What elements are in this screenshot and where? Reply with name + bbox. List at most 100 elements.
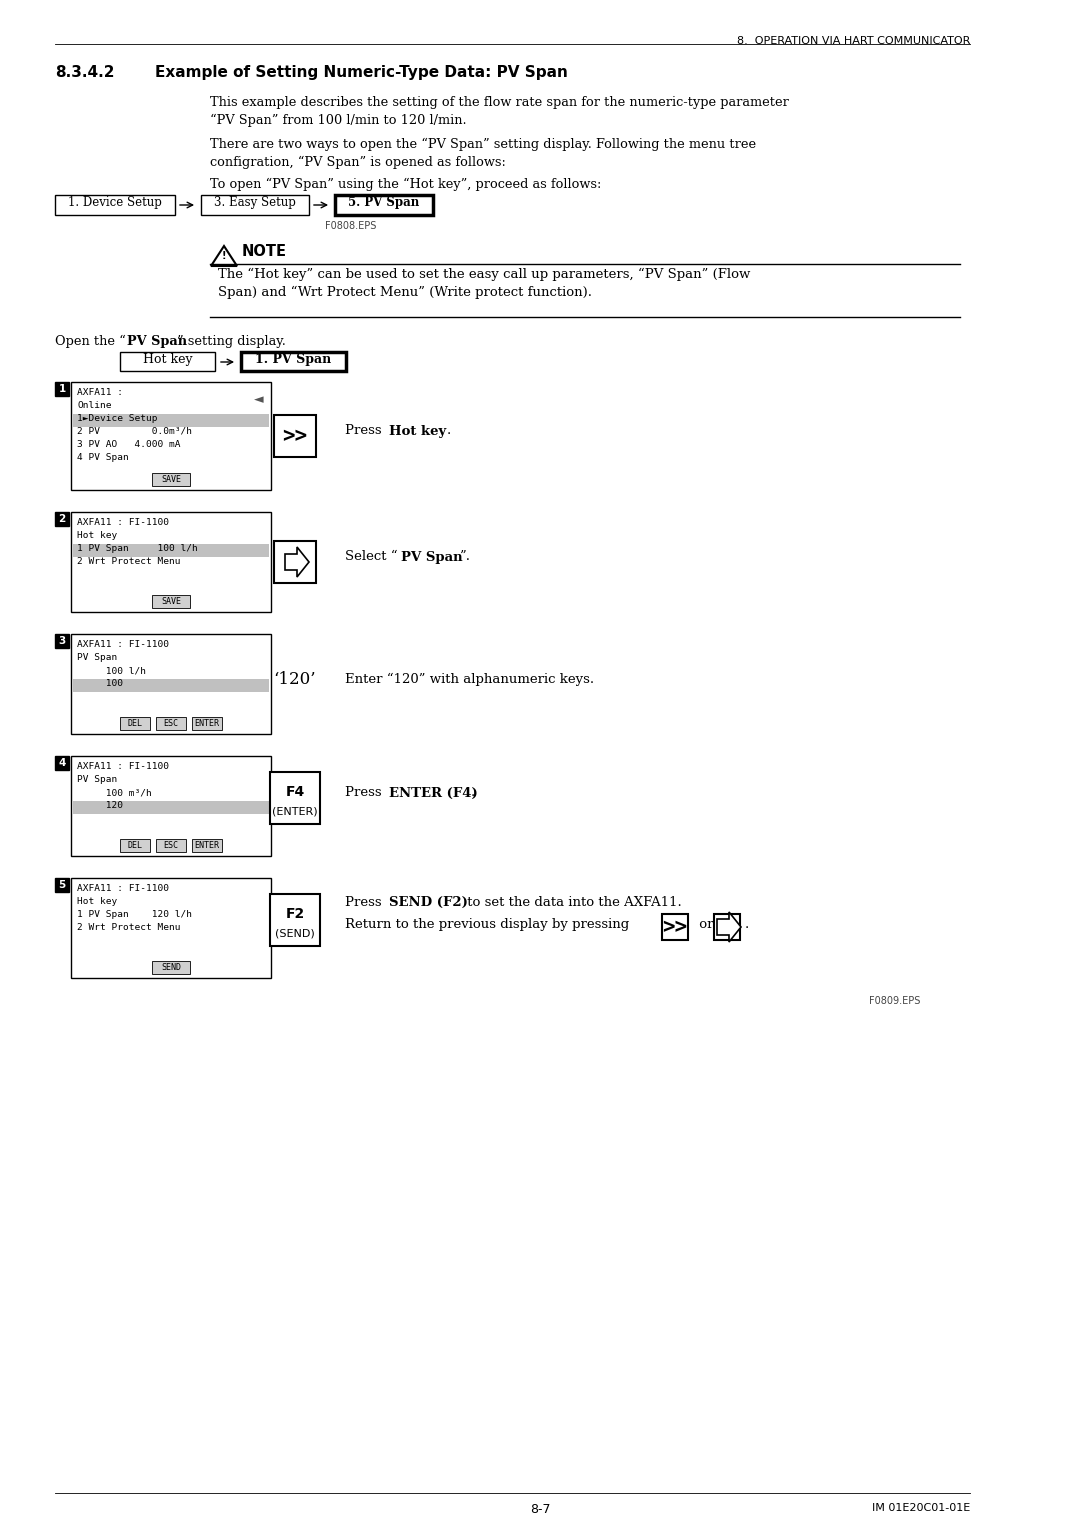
Text: 8-7: 8-7 (530, 1504, 550, 1516)
Text: Press: Press (345, 895, 386, 909)
Bar (71, 512, 271, 613)
Text: 2 Wrt Protect Menu: 2 Wrt Protect Menu (77, 558, 180, 565)
Text: 100 m³/h: 100 m³/h (77, 788, 152, 798)
Text: 2: 2 (58, 513, 66, 524)
Text: IM 01E20C01-01E: IM 01E20C01-01E (872, 1504, 970, 1513)
Polygon shape (211, 246, 237, 266)
Text: >>: >> (282, 426, 308, 446)
Text: 1. PV Span: 1. PV Span (255, 353, 332, 367)
Text: ”.: ”. (459, 550, 470, 564)
Text: Hot key: Hot key (143, 353, 192, 367)
Text: ‘120’: ‘120’ (273, 671, 316, 688)
Text: 120: 120 (77, 801, 123, 810)
Text: or: or (696, 918, 718, 931)
Text: Return to the previous display by pressing: Return to the previous display by pressi… (345, 918, 630, 931)
Text: AXFA11 : FI-1100: AXFA11 : FI-1100 (77, 762, 168, 772)
Text: Press: Press (345, 787, 386, 799)
Text: ◄: ◄ (254, 393, 264, 406)
Text: Hot key: Hot key (389, 425, 446, 437)
Text: 1 PV Span    120 l/h: 1 PV Span 120 l/h (77, 911, 192, 918)
Bar (55, 196, 175, 215)
Bar (120, 717, 150, 730)
Text: configration, “PV Span” is opened as follows:: configration, “PV Span” is opened as fol… (210, 156, 505, 170)
Text: 100 l/h: 100 l/h (77, 666, 146, 675)
Text: (SEND): (SEND) (275, 929, 315, 940)
Text: (ENTER): (ENTER) (272, 807, 318, 817)
Text: This example describes the setting of the flow rate span for the numeric-type pa: This example describes the setting of th… (210, 96, 788, 108)
Text: SEND (F2): SEND (F2) (389, 895, 468, 909)
Bar (152, 474, 190, 486)
Text: ESC: ESC (163, 840, 178, 850)
Text: !: ! (221, 251, 226, 261)
Bar (662, 914, 688, 940)
Text: NOTE: NOTE (242, 244, 287, 260)
Text: AXFA11 : FI-1100: AXFA11 : FI-1100 (77, 885, 168, 892)
Polygon shape (717, 912, 741, 941)
Bar (156, 839, 186, 853)
Text: “PV Span” from 100 l/min to 120 l/min.: “PV Span” from 100 l/min to 120 l/min. (210, 115, 467, 127)
Text: PV Span: PV Span (401, 550, 462, 564)
Bar (120, 351, 215, 371)
Text: F0809.EPS: F0809.EPS (868, 996, 920, 1005)
Text: F4: F4 (285, 785, 305, 799)
Text: 3: 3 (58, 636, 66, 646)
Text: 4: 4 (58, 758, 66, 769)
Bar (71, 634, 271, 733)
Text: AXFA11 : FI-1100: AXFA11 : FI-1100 (77, 640, 168, 649)
Bar (55, 634, 69, 648)
Text: Open the “: Open the “ (55, 335, 125, 348)
Bar (192, 717, 222, 730)
Bar (156, 717, 186, 730)
Bar (71, 879, 271, 978)
Text: SEND: SEND (161, 963, 181, 972)
Text: 3 PV AO   4.000 mA: 3 PV AO 4.000 mA (77, 440, 180, 449)
Bar (55, 756, 69, 770)
Bar (201, 196, 309, 215)
Text: 1. Device Setup: 1. Device Setup (68, 196, 162, 209)
Text: PV Span: PV Span (77, 775, 118, 784)
Bar (270, 894, 320, 946)
Text: 5. PV Span: 5. PV Span (349, 196, 420, 209)
Text: ESC: ESC (163, 718, 178, 727)
Text: 3. Easy Setup: 3. Easy Setup (214, 196, 296, 209)
Bar (270, 772, 320, 824)
Text: ENTER: ENTER (194, 718, 219, 727)
Text: To open “PV Span” using the “Hot key”, proceed as follows:: To open “PV Span” using the “Hot key”, p… (210, 177, 602, 191)
Text: 4 PV Span: 4 PV Span (77, 452, 129, 461)
Bar (120, 839, 150, 853)
Text: 1►Device Setup: 1►Device Setup (77, 414, 158, 423)
Text: F2: F2 (285, 908, 305, 921)
Text: ENTER (F4): ENTER (F4) (389, 787, 477, 799)
Text: Press: Press (345, 425, 386, 437)
Text: Hot key: Hot key (77, 897, 118, 906)
Bar (152, 594, 190, 608)
Text: 1 PV Span     100 l/h: 1 PV Span 100 l/h (77, 544, 198, 553)
Text: 2 PV         0.0m³/h: 2 PV 0.0m³/h (77, 426, 192, 435)
Text: .: . (447, 425, 451, 437)
Text: .: . (745, 918, 750, 931)
Text: Span) and “Wrt Protect Menu” (Write protect function).: Span) and “Wrt Protect Menu” (Write prot… (218, 286, 592, 299)
Text: 5: 5 (58, 880, 66, 889)
Text: DEL: DEL (127, 718, 143, 727)
Bar (71, 382, 271, 490)
Text: Select “: Select “ (345, 550, 397, 564)
Bar (241, 351, 346, 371)
Text: 1: 1 (58, 384, 66, 394)
Text: Example of Setting Numeric-Type Data: PV Span: Example of Setting Numeric-Type Data: PV… (156, 66, 568, 79)
Bar (73, 678, 269, 692)
Text: to set the data into the AXFA11.: to set the data into the AXFA11. (463, 895, 681, 909)
Bar (73, 801, 269, 814)
Text: F0808.EPS: F0808.EPS (325, 222, 376, 231)
Text: 8.3.4.2: 8.3.4.2 (55, 66, 114, 79)
Text: There are two ways to open the “PV Span” setting display. Following the menu tre: There are two ways to open the “PV Span”… (210, 138, 756, 151)
Text: 8.  OPERATION VIA HART COMMUNICATOR: 8. OPERATION VIA HART COMMUNICATOR (737, 37, 970, 46)
Text: 2 Wrt Protect Menu: 2 Wrt Protect Menu (77, 923, 180, 932)
Bar (73, 544, 269, 558)
Text: .: . (471, 787, 475, 799)
Text: SAVE: SAVE (161, 475, 181, 483)
Text: ENTER: ENTER (194, 840, 219, 850)
Bar (335, 196, 433, 215)
Bar (55, 382, 69, 396)
Bar (274, 416, 316, 457)
Text: PV Span: PV Span (127, 335, 187, 348)
